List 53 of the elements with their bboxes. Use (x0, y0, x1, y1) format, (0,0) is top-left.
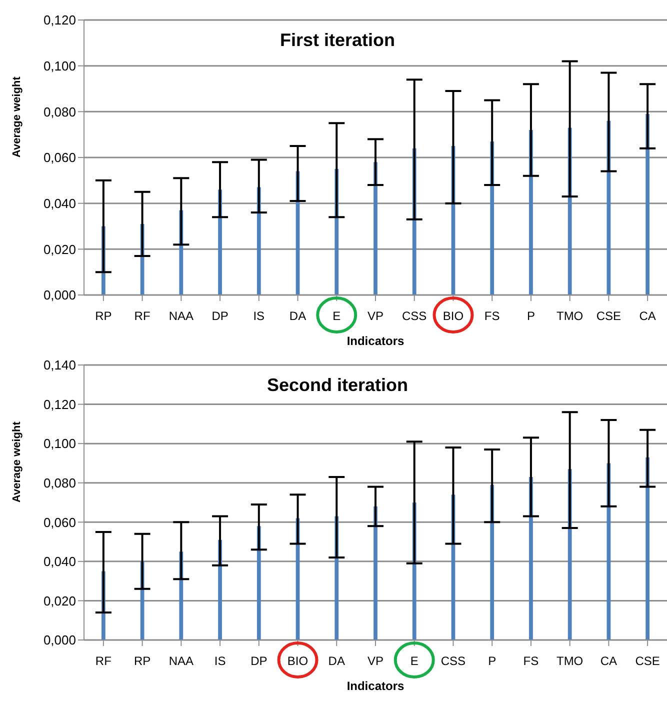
x-tick-label: E (410, 654, 418, 668)
x-tick-label: FS (484, 309, 500, 323)
x-tick-label: RP (134, 654, 151, 668)
y-tick-label: 0,120 (43, 396, 76, 412)
x-tick-label: VP (367, 654, 384, 668)
x-axis-title: Indicators (346, 334, 404, 348)
x-tick-label: DA (328, 654, 345, 668)
x-tick-label: IS (214, 654, 226, 668)
x-tick-label: RF (134, 309, 150, 323)
y-tick-label: 0,080 (43, 475, 76, 490)
x-tick-label: CA (600, 654, 618, 668)
x-tick-label: P (526, 309, 535, 323)
x-tick-label: P (488, 654, 496, 668)
text: Second iteration (266, 375, 410, 396)
x-tick-label: CSE (596, 309, 622, 323)
x-tick-label: BIO (442, 309, 464, 323)
bar (374, 162, 378, 295)
x-tick-label: CA (639, 309, 656, 323)
x-tick-label: BIO (287, 654, 308, 668)
y-tick-label: 0,040 (43, 196, 76, 211)
y-tick-label: 0,000 (43, 288, 76, 303)
x-tick-label: NAA (168, 309, 194, 323)
x-tick-label: CSS (440, 654, 466, 668)
x-tick-label: CSE (635, 654, 660, 668)
x-tick-label: NAA (168, 654, 194, 668)
y-tick-label: 0,120 (43, 12, 76, 28)
x-tick-label: VP (367, 309, 384, 323)
bar (374, 506, 378, 640)
y-tick-label: 0,140 (43, 358, 76, 373)
y-tick-label: 0,020 (43, 242, 76, 257)
y-tick-label: 0,100 (43, 436, 76, 452)
y-tick-label: 0,000 (43, 632, 76, 648)
x-tick-label: CSS (402, 309, 427, 323)
x-tick-label: TMO (556, 654, 584, 668)
x-tick-label: FS (523, 654, 539, 668)
x-tick-label: IS (253, 309, 265, 323)
x-axis-title: Indicators (346, 679, 404, 693)
x-tick-label: RP (95, 309, 112, 323)
y-axis-title: Average weight (10, 76, 23, 158)
x-tick-label: RF (95, 654, 112, 668)
x-tick-label: E (332, 309, 341, 323)
y-tick-label: 0,060 (43, 150, 76, 166)
y-axis-title: Average weight (10, 421, 23, 502)
y-tick-label: 0,020 (43, 593, 76, 608)
y-tick-label: 0,060 (43, 514, 76, 530)
x-tick-label: DA (289, 309, 306, 323)
y-tick-label: 0,080 (43, 104, 76, 120)
text: First iteration (278, 30, 396, 51)
y-tick-label: 0,040 (43, 554, 76, 570)
y-tick-label: 0,100 (43, 58, 76, 74)
x-tick-label: DP (250, 654, 268, 668)
x-tick-label: TMO (556, 309, 584, 323)
x-tick-label: DP (212, 309, 228, 323)
